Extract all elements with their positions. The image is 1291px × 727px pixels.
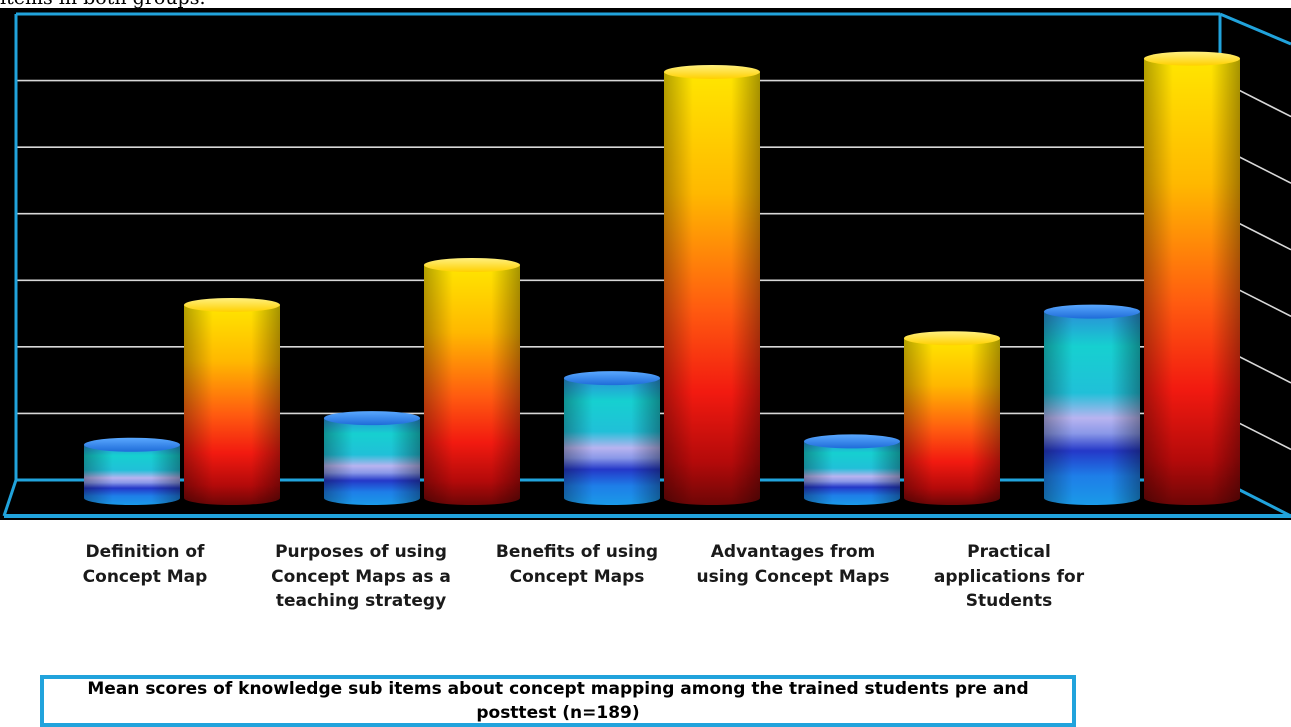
- bar-top: [904, 331, 1000, 346]
- bar-top: [1044, 304, 1140, 319]
- bar-top: [664, 64, 760, 79]
- bar-shading: [664, 71, 760, 505]
- category-label-4: Advantages from using Concept Maps: [696, 542, 890, 587]
- bar-post-3: [664, 64, 760, 505]
- bar-shading: [184, 304, 280, 505]
- bar-shading: [1044, 311, 1140, 505]
- bar-post-5: [1144, 51, 1240, 505]
- bar-pre-5: [1044, 304, 1140, 505]
- bar-top: [324, 411, 420, 426]
- bar-post-1: [184, 297, 280, 505]
- bar-top: [184, 297, 280, 312]
- bar-shading: [564, 378, 660, 505]
- bar-pre-1: [84, 437, 180, 505]
- bar-top: [1144, 51, 1240, 66]
- bar-top: [564, 371, 660, 386]
- bar-top: [424, 258, 520, 272]
- category-label-5: Practical applications for Students: [933, 542, 1085, 611]
- bar-shading: [324, 418, 420, 505]
- bar-shading: [904, 338, 1000, 505]
- figure-caption-box: Mean scores of knowledge sub items about…: [40, 675, 1076, 727]
- category-label-3: Benefits of using Concept Maps: [495, 542, 659, 587]
- bar-pre-3: [564, 371, 660, 505]
- category-label-1: Definition of Concept Map: [82, 542, 208, 587]
- bar-shading: [424, 265, 520, 505]
- bar-post-2: [424, 258, 520, 505]
- bar-shading: [84, 444, 180, 505]
- frame-side-top: [1219, 12, 1291, 46]
- bar-top: [84, 437, 180, 452]
- header-text: items in both groups.: [0, 0, 600, 9]
- bar-pre-4: [804, 434, 900, 505]
- frame-floor-left: [2, 479, 18, 517]
- bar-post-4: [904, 331, 1000, 505]
- bar-shading: [1144, 58, 1240, 505]
- bar-pre-2: [324, 411, 420, 505]
- category-label-2: Purposes of using Concept Maps as a teac…: [271, 542, 451, 611]
- figure-caption: Mean scores of knowledge sub items about…: [87, 679, 1029, 723]
- chart-plot: [0, 8, 1291, 520]
- bar-top: [804, 434, 900, 449]
- bar-shading: [804, 441, 900, 505]
